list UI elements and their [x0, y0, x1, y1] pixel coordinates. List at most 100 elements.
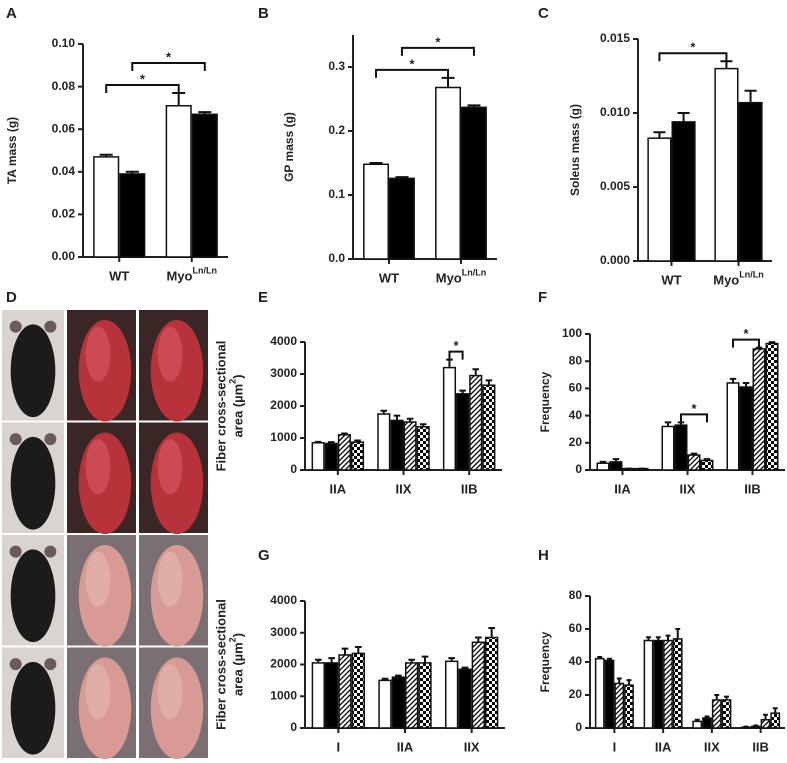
y-axis-title: GP mass (g)	[282, 112, 296, 182]
y-tick-label: 0.000	[600, 253, 630, 267]
bar	[435, 86, 461, 260]
error-bar	[729, 377, 737, 383]
y-axis-title: Soleus mass (g)	[568, 104, 582, 196]
bar	[624, 684, 634, 729]
error-bar	[99, 153, 113, 157]
y-tick-label: 60	[569, 381, 583, 395]
error-bar	[704, 715, 710, 719]
y-tick-label: 20	[569, 687, 583, 701]
bar	[609, 461, 623, 471]
y-tick-label: 3000	[270, 625, 297, 639]
y-axis-title-line: area (µm	[230, 384, 245, 438]
bar	[614, 682, 625, 729]
error-bar	[381, 677, 389, 681]
y-tick-label: 3000	[270, 366, 297, 380]
x-tick-label: I	[613, 739, 617, 754]
photo-ear	[9, 320, 22, 333]
photo-muscle	[157, 439, 183, 495]
bar	[191, 113, 218, 258]
bar	[325, 662, 339, 729]
bar	[324, 442, 338, 471]
panel-label: A	[6, 5, 17, 22]
y-axis-title: Frequency	[538, 631, 552, 692]
error-bar	[720, 60, 733, 69]
bar	[653, 639, 664, 729]
y-tick-label: 0.015	[600, 31, 630, 45]
error-bar	[341, 432, 348, 435]
significance-bracket	[732, 338, 760, 348]
x-tick-label: IIX	[464, 739, 480, 754]
significance-bracket	[131, 61, 206, 71]
error-bar	[172, 91, 186, 106]
bar	[700, 459, 714, 471]
y-tick-label: 40	[569, 654, 583, 668]
y-tick-label: 4000	[270, 593, 297, 607]
x-tick-label: WT	[379, 270, 399, 285]
bar	[350, 441, 365, 471]
bar	[471, 641, 485, 729]
bar	[721, 699, 732, 729]
y-tick-label: 0.010	[600, 105, 630, 119]
panel-label: H	[538, 547, 549, 564]
bar	[672, 638, 683, 729]
panel-label: E	[258, 289, 268, 306]
bar	[760, 719, 771, 729]
error-bar	[459, 389, 466, 394]
bar	[738, 101, 763, 262]
bar	[351, 652, 365, 729]
error-bar	[599, 460, 607, 464]
photo-ear	[9, 545, 22, 558]
y-axis-title: Soleus mass (g)	[568, 104, 582, 196]
y-tick-label: 0	[575, 462, 582, 476]
y-axis-title: GP mass (g)	[282, 112, 296, 182]
significance-label: *	[410, 56, 416, 71]
y-tick-label: 0.10	[52, 36, 76, 50]
error-bar	[597, 656, 603, 659]
photo-ear	[44, 545, 57, 558]
error-bar	[421, 655, 429, 663]
error-bar	[472, 368, 480, 376]
y-tick-label: 0	[575, 720, 582, 734]
bar	[663, 639, 673, 729]
error-bar	[742, 381, 750, 388]
error-bar	[395, 674, 402, 678]
bar	[671, 121, 696, 262]
x-tick-label: IIA	[330, 481, 347, 496]
photo-mouse	[10, 324, 56, 418]
bar	[390, 419, 404, 471]
bar	[485, 636, 499, 729]
y-axis-title-sup: 2	[227, 637, 237, 642]
bar	[482, 384, 496, 471]
error-bar	[327, 441, 335, 444]
bar	[403, 421, 417, 471]
bar	[165, 105, 192, 258]
error-bar	[408, 658, 415, 663]
bar	[711, 699, 722, 729]
error-bar	[768, 341, 776, 344]
photo-muscle	[85, 326, 111, 382]
photo-ear	[9, 433, 22, 446]
bar	[596, 462, 610, 471]
bar	[643, 639, 654, 729]
bar	[405, 662, 419, 729]
bar	[93, 156, 120, 258]
error-bar	[694, 718, 700, 722]
y-tick-label: 80	[569, 588, 583, 602]
y-tick-label: 0.02	[52, 207, 76, 221]
photo-muscle	[85, 439, 111, 495]
x-tick-label: IIA	[397, 739, 414, 754]
panel-label: B	[258, 5, 269, 22]
bar	[604, 659, 615, 729]
error-bar	[395, 176, 409, 179]
error-bar	[314, 440, 322, 443]
y-tick-label: 2000	[270, 398, 297, 412]
y-axis-title-end: )	[230, 633, 245, 637]
bar	[647, 137, 672, 262]
significance-bracket	[105, 83, 180, 93]
x-tick-label: IIX	[396, 481, 412, 496]
y-tick-label: 1000	[270, 688, 297, 702]
x-tick-label: IIB	[752, 739, 769, 754]
error-bar	[665, 634, 671, 641]
bar	[469, 374, 483, 471]
error-bar	[328, 657, 335, 663]
